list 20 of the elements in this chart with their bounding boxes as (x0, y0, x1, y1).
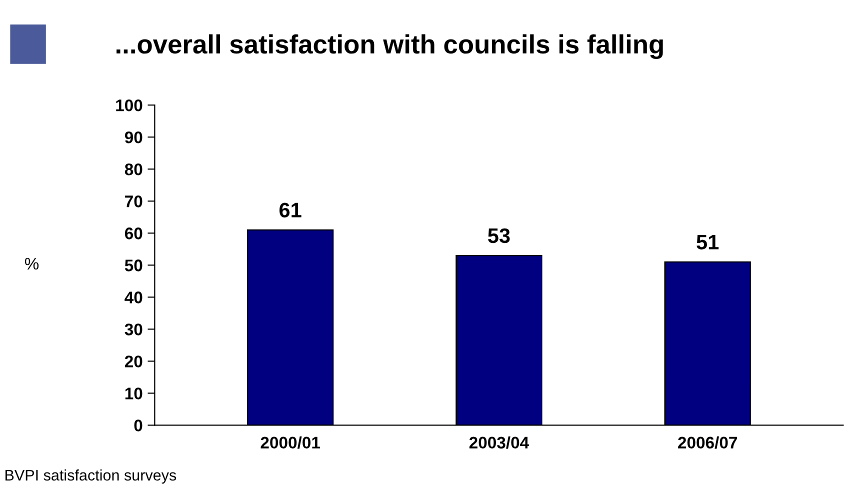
y-tick-label: 40 (124, 292, 142, 304)
chart-title: ...overall satisfaction with councils is falling (116, 34, 663, 59)
x-tick-label: 2006/07 (678, 436, 737, 449)
y-tick-label: 70 (125, 196, 142, 208)
x-tick-label: 2000/01 (260, 436, 320, 449)
text: BVPI satisfaction surveys (6, 469, 176, 484)
y-tick-label: 10 (125, 388, 142, 400)
y-tick-label: 20 (124, 356, 142, 368)
y-tick-label: 50 (124, 260, 142, 272)
y-tick-label: 30 (124, 324, 142, 336)
y-tick-label: 100 (116, 99, 142, 112)
y-tick-label: 90 (124, 131, 142, 144)
y-tick-label: 0 (134, 420, 142, 432)
y-tick-label: 60 (124, 228, 142, 240)
y-tick-label: 80 (124, 164, 142, 176)
y-axis-title: % (24, 258, 39, 270)
x-tick-label: 2003/04 (469, 436, 529, 449)
data-label: 61 (279, 202, 302, 218)
data-label: 53 (488, 228, 510, 244)
data-label: 51 (696, 234, 719, 250)
